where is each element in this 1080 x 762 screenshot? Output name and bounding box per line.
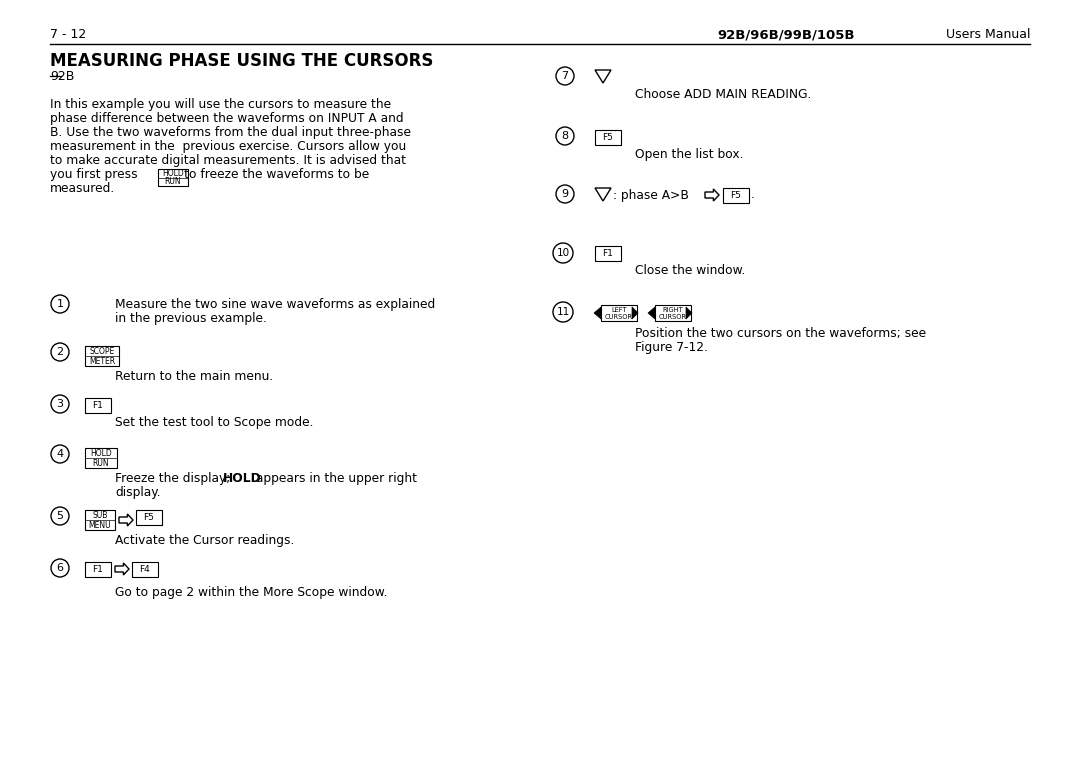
FancyBboxPatch shape xyxy=(654,305,691,321)
Text: F5: F5 xyxy=(144,513,154,522)
Text: F5: F5 xyxy=(730,191,742,200)
Text: Figure 7-12.: Figure 7-12. xyxy=(635,341,707,354)
Text: CURSOR: CURSOR xyxy=(659,313,687,319)
Polygon shape xyxy=(686,307,692,319)
Text: MENU: MENU xyxy=(89,520,111,530)
Text: METER: METER xyxy=(89,357,116,366)
Text: measured.: measured. xyxy=(50,182,116,195)
Text: Open the list box.: Open the list box. xyxy=(635,148,743,161)
FancyBboxPatch shape xyxy=(85,346,119,366)
Text: LEFT: LEFT xyxy=(611,307,626,312)
Polygon shape xyxy=(648,307,654,319)
Text: HOLD: HOLD xyxy=(90,449,112,458)
FancyBboxPatch shape xyxy=(85,510,114,530)
Text: SCOPE: SCOPE xyxy=(90,347,114,356)
Text: Position the two cursors on the waveforms; see: Position the two cursors on the waveform… xyxy=(635,327,927,340)
Text: HOLD: HOLD xyxy=(162,169,184,178)
Text: Choose ADD MAIN READING.: Choose ADD MAIN READING. xyxy=(635,88,811,101)
Text: .: . xyxy=(751,188,755,201)
FancyBboxPatch shape xyxy=(595,246,621,261)
Text: Set the test tool to Scope mode.: Set the test tool to Scope mode. xyxy=(114,416,313,429)
Text: F1: F1 xyxy=(603,249,613,258)
Text: 3: 3 xyxy=(56,399,64,409)
Text: Users Manual: Users Manual xyxy=(945,28,1030,41)
Text: 10: 10 xyxy=(556,248,569,258)
Text: Activate the Cursor readings.: Activate the Cursor readings. xyxy=(114,534,295,547)
Text: 4: 4 xyxy=(56,449,64,459)
Text: 8: 8 xyxy=(562,131,568,141)
Text: 2: 2 xyxy=(56,347,64,357)
FancyBboxPatch shape xyxy=(158,169,188,186)
Text: Measure the two sine wave waveforms as explained: Measure the two sine wave waveforms as e… xyxy=(114,298,435,311)
Text: HOLD: HOLD xyxy=(222,472,261,485)
Text: CURSOR: CURSOR xyxy=(605,313,633,319)
Text: B. Use the two waveforms from the dual input three-phase: B. Use the two waveforms from the dual i… xyxy=(50,126,411,139)
Text: to make accurate digital measurements. It is advised that: to make accurate digital measurements. I… xyxy=(50,154,406,167)
Text: you first press            to freeze the waveforms to be: you first press to freeze the waveforms … xyxy=(50,168,369,181)
FancyBboxPatch shape xyxy=(85,562,111,577)
Text: 92B: 92B xyxy=(50,70,75,83)
Text: 11: 11 xyxy=(556,307,569,317)
Text: Go to page 2 within the More Scope window.: Go to page 2 within the More Scope windo… xyxy=(114,586,388,599)
FancyBboxPatch shape xyxy=(85,398,111,413)
Text: 5: 5 xyxy=(56,511,64,521)
FancyBboxPatch shape xyxy=(595,130,621,145)
Text: measurement in the  previous exercise. Cursors allow you: measurement in the previous exercise. Cu… xyxy=(50,140,406,153)
Text: display.: display. xyxy=(114,486,161,499)
Text: 6: 6 xyxy=(56,563,64,573)
FancyBboxPatch shape xyxy=(136,510,162,525)
Text: 92B/96B/99B/105B: 92B/96B/99B/105B xyxy=(717,28,855,41)
Text: 1: 1 xyxy=(56,299,64,309)
Text: F1: F1 xyxy=(93,565,104,574)
Text: RUN: RUN xyxy=(93,459,109,468)
FancyBboxPatch shape xyxy=(723,188,750,203)
Text: Freeze the display;: Freeze the display; xyxy=(114,472,234,485)
Polygon shape xyxy=(594,307,600,319)
Text: 9: 9 xyxy=(562,189,568,199)
FancyBboxPatch shape xyxy=(132,562,158,577)
Text: appears in the upper right: appears in the upper right xyxy=(252,472,417,485)
Polygon shape xyxy=(632,307,638,319)
Text: 7 - 12: 7 - 12 xyxy=(50,28,86,41)
Text: 7: 7 xyxy=(562,71,568,81)
Text: In this example you will use the cursors to measure the: In this example you will use the cursors… xyxy=(50,98,391,111)
Text: : phase A>B: : phase A>B xyxy=(613,188,689,201)
Text: RIGHT: RIGHT xyxy=(663,307,684,312)
Text: F1: F1 xyxy=(93,401,104,410)
Text: SUB: SUB xyxy=(92,511,108,520)
Text: RUN: RUN xyxy=(164,178,181,187)
Text: MEASURING PHASE USING THE CURSORS: MEASURING PHASE USING THE CURSORS xyxy=(50,52,433,70)
Text: F5: F5 xyxy=(603,133,613,142)
Text: Return to the main menu.: Return to the main menu. xyxy=(114,370,273,383)
FancyBboxPatch shape xyxy=(600,305,637,321)
FancyBboxPatch shape xyxy=(85,448,117,468)
Text: Close the window.: Close the window. xyxy=(635,264,745,277)
Text: phase difference between the waveforms on INPUT A and: phase difference between the waveforms o… xyxy=(50,112,404,125)
Text: F4: F4 xyxy=(139,565,150,574)
Text: in the previous example.: in the previous example. xyxy=(114,312,267,325)
